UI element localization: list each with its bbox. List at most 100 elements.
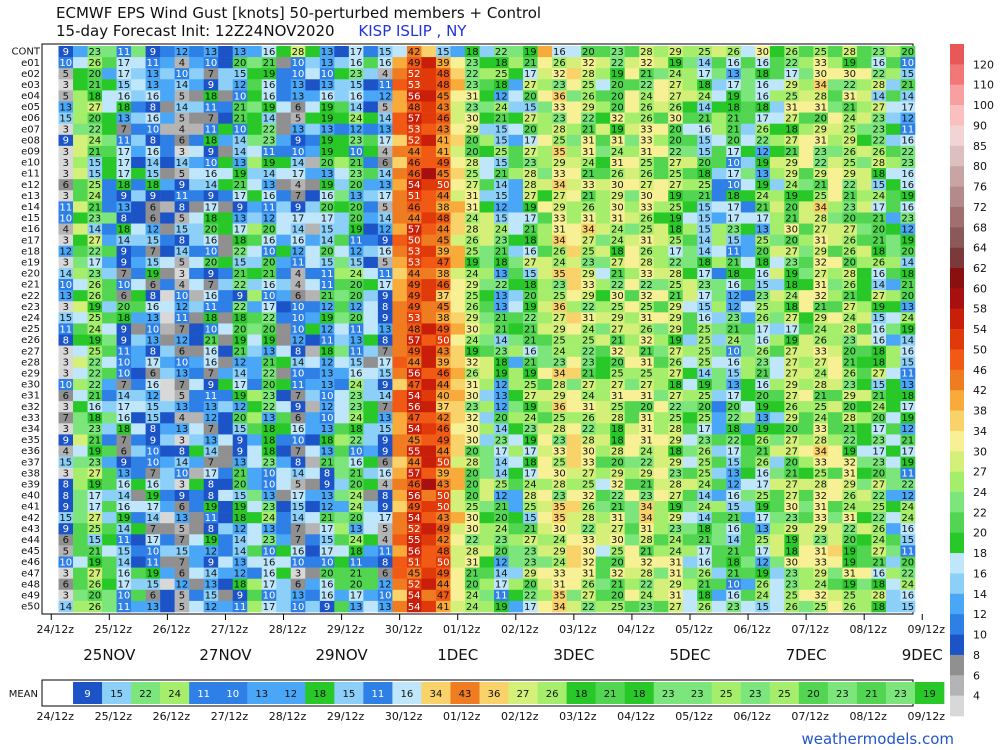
- cell: [900, 390, 916, 402]
- mean-cell-value: 18: [633, 689, 646, 700]
- cell: [348, 145, 364, 158]
- cell: [537, 401, 553, 413]
- cell: [435, 57, 451, 69]
- cell: [711, 101, 727, 113]
- cell-value: 14: [495, 568, 508, 579]
- cell-value: 22: [350, 435, 363, 446]
- cell-value: 6: [295, 413, 301, 424]
- cell-value: 10: [59, 58, 72, 69]
- cell: [639, 101, 654, 113]
- cell-value: 18: [872, 247, 885, 258]
- cell-value: 17: [234, 380, 247, 391]
- cell: [798, 168, 814, 180]
- cell: [581, 356, 596, 369]
- cell-value: 32: [611, 113, 624, 124]
- cell-value: 35: [553, 147, 566, 158]
- cell: [87, 201, 103, 213]
- x-tick-label: 27/12z: [211, 623, 249, 636]
- cell: [334, 323, 350, 335]
- cell: [160, 68, 175, 80]
- mean-cell-value: 15: [342, 689, 355, 700]
- cell: [871, 223, 887, 235]
- cell: [131, 501, 146, 513]
- cell: [523, 145, 538, 158]
- cell-value: 15: [727, 236, 740, 247]
- cell: [813, 190, 829, 202]
- cell-value: 22: [872, 513, 885, 524]
- cell-value: 50: [437, 491, 450, 502]
- cell: [624, 234, 640, 247]
- cell: [450, 256, 466, 269]
- cell-value: 20: [843, 213, 856, 224]
- cell-value: 25: [698, 358, 711, 369]
- cell: [363, 345, 379, 358]
- cell: [305, 478, 321, 491]
- cell: [726, 201, 742, 213]
- cell-value: 20: [321, 568, 334, 579]
- x-tick-label: 04/12z: [617, 623, 655, 636]
- cell: [348, 156, 364, 169]
- cell: [334, 290, 350, 302]
- cell: [682, 201, 698, 213]
- cell-value: 21: [524, 58, 537, 69]
- cell: [494, 179, 509, 191]
- cell-value: 31: [466, 191, 479, 202]
- cell-value: 3: [63, 424, 69, 435]
- cell: [189, 589, 204, 602]
- cell-value: 13: [263, 347, 276, 358]
- cell: [653, 512, 669, 524]
- cell-value: 7: [150, 469, 156, 480]
- cell: [450, 600, 466, 613]
- cell: [421, 512, 437, 524]
- cell-value: 18: [727, 191, 740, 202]
- cell: [348, 412, 364, 424]
- cell-value: 30: [611, 202, 624, 213]
- cell: [392, 245, 408, 258]
- cell: [73, 323, 88, 335]
- cell-value: 9: [324, 602, 330, 613]
- cell: [334, 112, 350, 124]
- cell: [116, 267, 132, 280]
- cell: [784, 212, 800, 224]
- cell-value: 29: [669, 458, 682, 469]
- cell-value: 34: [553, 369, 566, 380]
- cell: [363, 212, 379, 224]
- cell-value: 16: [756, 469, 769, 480]
- cell: [189, 201, 204, 213]
- cell-value: 3: [63, 158, 69, 169]
- cell: [726, 101, 742, 113]
- cell: [276, 179, 292, 191]
- cell: [827, 279, 843, 291]
- cell: [494, 390, 509, 402]
- cell: [740, 190, 756, 202]
- cell-value: 49: [408, 347, 421, 358]
- cell: [131, 401, 146, 413]
- cell-value: 14: [495, 335, 508, 346]
- cell: [348, 201, 364, 213]
- cell: [218, 323, 234, 335]
- cell: [769, 523, 785, 535]
- cell: [726, 156, 742, 169]
- cell-value: 11: [292, 258, 305, 269]
- cell: [406, 179, 422, 191]
- cell-value: 15: [350, 258, 363, 269]
- cell-value: 50: [437, 458, 450, 469]
- cell-value: 23: [350, 402, 363, 413]
- cell: [305, 534, 321, 546]
- cell-value: 27: [785, 136, 798, 147]
- credit-link[interactable]: weathermodels.com: [801, 730, 954, 748]
- cell-value: 21: [263, 269, 276, 280]
- cell-value: 25: [88, 313, 101, 324]
- cell: [203, 290, 219, 302]
- cell: [305, 256, 321, 269]
- cell: [653, 378, 669, 391]
- cell-value: 30: [553, 469, 566, 480]
- cell: [58, 179, 74, 191]
- cell-value: 24: [901, 580, 914, 591]
- cell-value: 18: [785, 125, 798, 136]
- cell: [73, 90, 88, 102]
- cell: [668, 245, 684, 258]
- cell: [392, 356, 408, 369]
- cell-value: 45: [437, 302, 450, 313]
- cell-value: 23: [263, 136, 276, 147]
